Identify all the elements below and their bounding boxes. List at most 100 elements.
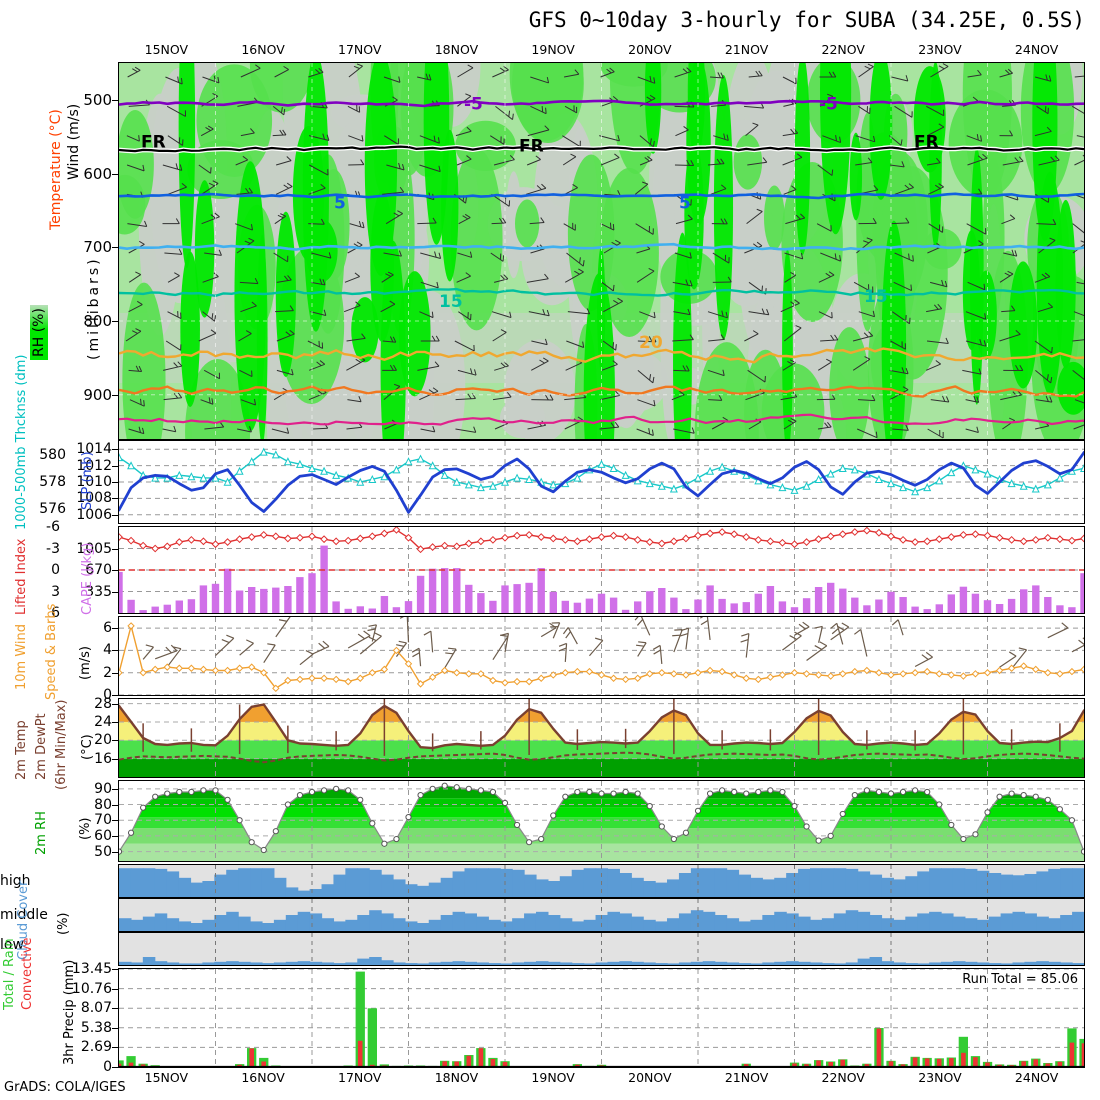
- date-tick: 21NOV: [724, 1070, 769, 1085]
- axis-tick-mark: [112, 570, 118, 571]
- label-3hr-precip: 3hr Precip (mm): [62, 959, 77, 1065]
- axis-tick-label: 20: [94, 732, 112, 749]
- axis-tick-label: 1005: [76, 540, 112, 557]
- rh2m-y-axis: 90 80 70 60 50: [0, 780, 118, 862]
- date-tick: 16NOV: [241, 1070, 285, 1085]
- wind10m-panel: [118, 616, 1085, 696]
- axis-tick-label: 1008: [76, 490, 112, 507]
- axis-tick-label: 5.38: [80, 1019, 112, 1036]
- precip-panel: Run Total = 85.06: [118, 968, 1085, 1068]
- axis-tick-mark: [112, 465, 118, 467]
- slp-y-axis: 1014 1012 1010 1008 1006 580 578 576: [0, 440, 118, 524]
- date-tick: 15NOV: [144, 42, 189, 57]
- axis-tick-mark: [112, 1008, 118, 1010]
- svg-text:FR: FR: [914, 132, 939, 152]
- axis-tick-mark: [112, 703, 118, 705]
- label-cape: CAPE (J/kg): [80, 542, 95, 615]
- axis-tick-mark: [112, 650, 118, 652]
- axis-tick-mark: [112, 758, 118, 760]
- upper-air-y-axis: 500 600 700 800 900: [0, 62, 118, 440]
- axis-tick-label: 6: [51, 605, 60, 621]
- axis-tick-label: 0: [51, 562, 60, 578]
- date-tick: 17NOV: [338, 1070, 382, 1085]
- svg-text:FR: FR: [141, 132, 166, 152]
- label-2m-rh: 2m RH: [34, 811, 49, 855]
- cloud-high-panel: [118, 864, 1085, 898]
- date-tick: 22NOV: [821, 42, 865, 57]
- label-thickness: 1000-500mb Thcknss (dm): [14, 354, 29, 530]
- axis-tick-label: 6: [103, 620, 112, 637]
- label-convective: Convective: [20, 937, 35, 1010]
- axis-tick-label: 80: [94, 796, 112, 813]
- axis-tick-mark: [112, 1067, 118, 1068]
- axis-tick-mark: [112, 482, 118, 483]
- axis-tick-mark: [112, 672, 118, 674]
- label-rh: RH (%): [30, 305, 48, 360]
- cloud-label-high: high: [0, 873, 31, 889]
- label-slp: SLP (mb): [80, 451, 95, 510]
- date-tick: 18NOV: [434, 42, 479, 57]
- axis-tick-label: 90: [94, 780, 112, 797]
- axis-tick-label: 50: [94, 843, 112, 860]
- axis-tick-label: 335: [85, 583, 112, 600]
- axis-tick-label: 10.76: [71, 980, 112, 997]
- axis-tick-label: 578: [39, 474, 66, 490]
- date-tick: 18NOV: [434, 1070, 479, 1085]
- axis-tick-mark: [112, 788, 118, 790]
- cloud-label-low: low: [0, 937, 24, 953]
- svg-text:20: 20: [639, 333, 663, 353]
- axis-tick-label: 2.69: [80, 1039, 112, 1056]
- axis-tick-label: 900: [83, 385, 112, 404]
- cloud-label-middle: middle: [0, 907, 48, 923]
- axis-tick-label: 1006: [76, 506, 112, 523]
- axis-tick-mark: [112, 804, 118, 806]
- label-wind: Wind (m/s): [66, 103, 82, 180]
- axis-tick-mark: [112, 820, 118, 822]
- label-wind-speed-barbs: Speed & Barbs: [44, 603, 59, 700]
- axis-tick-mark: [112, 394, 118, 396]
- label-lifted-index: Lifted Index: [14, 538, 29, 615]
- rh2m-panel: [118, 780, 1085, 862]
- svg-text:15: 15: [439, 292, 463, 312]
- axis-tick-label: 0: [103, 687, 112, 703]
- date-tick: 20NOV: [628, 42, 672, 57]
- label-2m-dewpt: 2m DewPt: [34, 713, 49, 780]
- date-tick: 17NOV: [338, 42, 382, 57]
- label-wind-units: (m/s): [78, 646, 93, 680]
- label-2m-temp: 2m Temp: [14, 720, 29, 780]
- axis-tick-label: 60: [94, 827, 112, 844]
- axis-tick-label: 2: [103, 664, 112, 681]
- axis-tick-label: 4: [103, 642, 112, 659]
- axis-tick-mark: [112, 1047, 118, 1049]
- svg-text:15: 15: [864, 287, 888, 307]
- axis-tick-mark: [112, 1027, 118, 1029]
- label-6hr-minmax: (6hr Min/Max): [54, 699, 69, 790]
- cape-y-axis: 1005 670 335 -6 -3 0 3 6: [0, 519, 118, 621]
- date-tick: 22NOV: [821, 1070, 865, 1085]
- temp2m-dewpt-panel: [118, 698, 1085, 778]
- cloud-low-panel: [118, 932, 1085, 966]
- axis-tick-mark: [112, 498, 118, 500]
- temp2m-y-axis: 28 24 20 16: [0, 696, 118, 778]
- label-total-rain: Total / Rain: [2, 938, 17, 1010]
- axis-tick-mark: [112, 988, 118, 990]
- axis-tick-label: 16: [94, 750, 112, 767]
- date-tick: 20NOV: [628, 1070, 672, 1085]
- label-temp-units: (°C): [80, 734, 95, 760]
- axis-tick-mark: [112, 740, 118, 742]
- svg-text:-5: -5: [819, 95, 838, 115]
- axis-tick-mark: [112, 591, 118, 593]
- page-title: GFS 0~10day 3-hourly for SUBA (34.25E, 0…: [528, 8, 1085, 32]
- axis-tick-label: 0: [103, 1059, 112, 1075]
- label-millibars: (millibars): [86, 256, 102, 360]
- wind10m-y-axis: 6 4 2 0: [0, 616, 118, 703]
- axis-tick-label: 670: [85, 562, 112, 578]
- axis-tick-mark: [112, 721, 118, 723]
- label-temperature: Temperature (°C): [48, 109, 64, 230]
- slp-thickness-panel: [118, 440, 1085, 524]
- svg-text:5: 5: [679, 194, 691, 214]
- svg-text:FR: FR: [519, 136, 544, 156]
- axis-tick-label: 8.07: [80, 1000, 112, 1017]
- date-tick: 24NOV: [1014, 42, 1059, 57]
- axis-tick-mark: [112, 321, 118, 323]
